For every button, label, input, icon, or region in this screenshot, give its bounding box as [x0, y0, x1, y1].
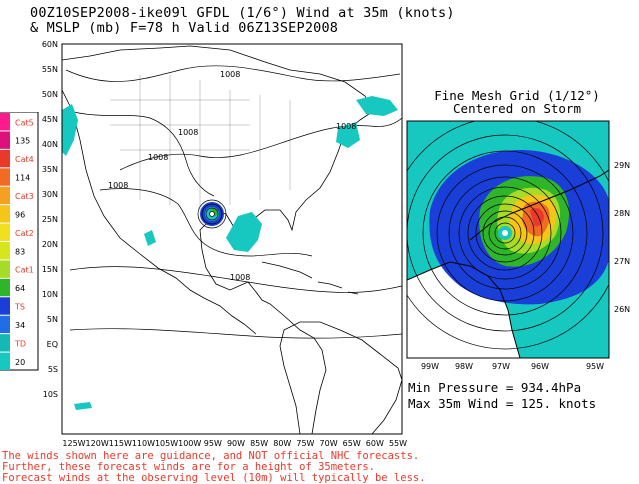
disclaimer-line1: The winds shown here are guidance, and N…	[2, 450, 420, 462]
isobar-label: 1008	[148, 153, 168, 162]
inset-title-line1: Fine Mesh Grid (1/12°)	[434, 88, 600, 103]
lat-label: 5N	[47, 315, 58, 324]
legend-swatch	[0, 131, 10, 149]
plot-title-line2: & MSLP (mb) F=78 h Valid 06Z13SEP2008	[30, 20, 339, 36]
legend-swatch	[0, 113, 10, 131]
inset-lon-label: 99W	[421, 362, 439, 371]
lon-label: 100W	[178, 439, 201, 448]
inset-lon-label: 96W	[531, 362, 549, 371]
legend-label: Cat4	[15, 155, 34, 164]
isobar-label: 1008	[220, 70, 240, 79]
isobar-label: 1008	[230, 273, 250, 282]
legend-swatch	[0, 352, 10, 370]
inset-lat-labels: 29N 28N 27N 26N	[614, 161, 630, 314]
inset-lon-label: 98W	[455, 362, 473, 371]
inset-lon-labels: 99W 98W 97W 96W 95W	[421, 362, 604, 371]
west-coastline	[62, 89, 257, 335]
legend-label: Cat5	[15, 118, 34, 127]
legend-label: TD	[14, 339, 26, 348]
lat-label: 20N	[42, 240, 58, 249]
lat-label: 40N	[42, 140, 58, 149]
legend-swatch	[0, 297, 10, 315]
lon-label: 85W	[250, 439, 268, 448]
plot-title-line1: 00Z10SEP2008-ike09l GFDL (1/6°) Wind at …	[30, 5, 455, 21]
legend-label: 135	[15, 137, 30, 146]
lon-label: 95W	[204, 439, 222, 448]
lat-label: 45N	[42, 115, 58, 124]
lat-label: 60N	[42, 40, 58, 49]
inset-lat-label: 29N	[614, 161, 630, 170]
legend-swatch	[0, 278, 10, 297]
lon-label: 105W	[155, 439, 178, 448]
lon-label: 90W	[227, 439, 245, 448]
isobar-label: 1008	[336, 122, 356, 131]
lat-label: 50N	[42, 90, 58, 99]
lat-label: EQ	[47, 340, 58, 349]
min-pressure-readout: Min Pressure = 934.4hPa	[408, 380, 582, 395]
legend-label: 64	[15, 284, 25, 293]
disclaimer-line2: Further, these forecast winds are for a …	[2, 461, 375, 473]
legend-label: Cat3	[15, 192, 34, 201]
north-america-coastline	[62, 45, 373, 434]
legend-label: 114	[15, 174, 30, 183]
lat-label: 15N	[42, 265, 58, 274]
inset-lat-label: 27N	[614, 257, 630, 266]
inset-lon-label: 97W	[492, 362, 510, 371]
max-wind-readout: Max 35m Wind = 125. knots	[408, 396, 597, 411]
south-america-coastline	[279, 321, 402, 434]
inset-lat-label: 28N	[614, 209, 630, 218]
lat-label: 25N	[42, 215, 58, 224]
inset-lat-label: 26N	[614, 305, 630, 314]
legend-swatch	[0, 315, 10, 334]
lat-label: 10S	[43, 390, 58, 399]
lat-label: 55N	[42, 65, 58, 74]
lon-label: 60W	[366, 439, 384, 448]
legend-swatch	[0, 186, 10, 205]
lat-label: 10N	[42, 290, 58, 299]
legend-label: 20	[15, 358, 25, 367]
legend-label: 34	[15, 321, 25, 330]
lat-label: 30N	[42, 190, 58, 199]
lon-label: 125W	[62, 439, 85, 448]
disclaimer-line3: Forecast winds at the observing level (1…	[2, 472, 426, 484]
lon-label: 115W	[109, 439, 132, 448]
legend-label: 96	[15, 210, 25, 219]
legend-label: TS	[14, 303, 25, 312]
lon-label: 75W	[296, 439, 314, 448]
isobar-label: 1008	[178, 128, 198, 137]
legend-label: 83	[15, 247, 25, 256]
wind-legend: Cat5 135 Cat4 114 Cat3 96 Cat2 83 Cat1 64 TS 34 TD 20	[0, 112, 39, 371]
legend-swatch	[0, 334, 10, 352]
legend-swatch	[0, 242, 10, 260]
lon-label: 70W	[320, 439, 338, 448]
legend-swatch	[0, 260, 10, 278]
lon-label: 65W	[343, 439, 361, 448]
legend-label: Cat2	[15, 229, 34, 238]
lon-label: 55W	[389, 439, 407, 448]
inset-lon-label: 95W	[586, 362, 604, 371]
legend-swatch	[0, 149, 10, 168]
isobar-label: 1008	[108, 181, 128, 190]
legend-swatch	[0, 205, 10, 223]
main-lat-labels: 60N 55N 50N 45N 40N 35N 30N 25N 20N 15N 10N 5N EQ 5S 1…	[42, 40, 58, 399]
legend-label: Cat1	[15, 266, 34, 275]
lon-label: 120W	[86, 439, 109, 448]
legend-swatch	[0, 223, 10, 241]
lat-label: 35N	[42, 165, 58, 174]
lon-label: 110W	[132, 439, 155, 448]
legend-swatch	[0, 168, 10, 186]
lat-label: 5S	[48, 365, 58, 374]
inset-title-line2: Centered on Storm	[453, 101, 581, 116]
main-lon-labels: 125W 120W 115W 110W 105W 100W 95W 90W 85W 80W 75W 7…	[62, 439, 407, 448]
lon-label: 80W	[273, 439, 291, 448]
hurricane-ike-marker	[200, 202, 224, 226]
